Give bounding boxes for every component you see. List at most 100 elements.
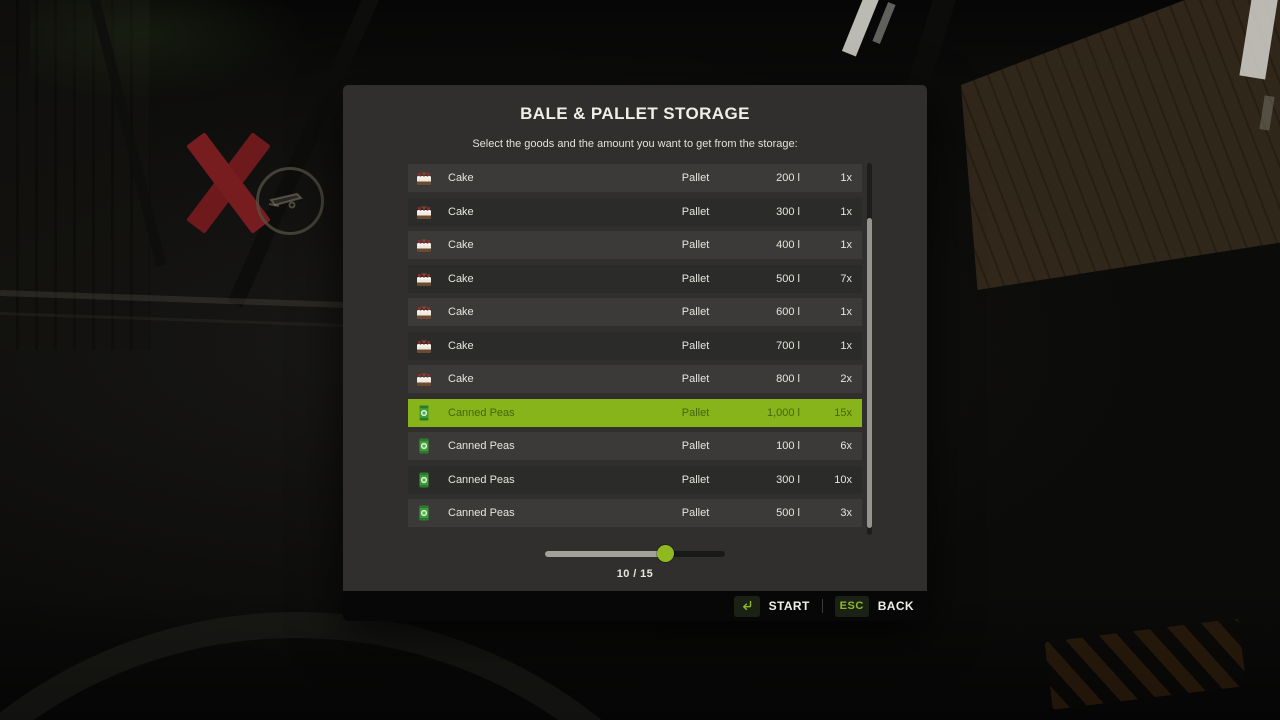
item-count: 1x [840, 339, 852, 352]
light-streak [841, 0, 880, 57]
item-type: Pallet [681, 339, 710, 352]
red-x-marker [183, 128, 275, 238]
item-count: 1x [840, 239, 852, 251]
item-name: Canned Peas [448, 473, 515, 486]
cake-icon [415, 169, 433, 187]
item-count: 3x [840, 507, 852, 519]
item-type: Pallet [681, 373, 710, 385]
back-button[interactable]: ESC BACK [834, 595, 914, 617]
footer-separator [821, 599, 823, 613]
item-type: Pallet [681, 205, 710, 218]
amount-slider[interactable] [545, 545, 725, 562]
list-item[interactable]: Cake Pallet 600 l 1x [408, 298, 862, 326]
item-type: Pallet [681, 239, 710, 251]
cake-icon [415, 236, 433, 254]
item-name: Cake [448, 339, 474, 352]
canned-peas-icon [415, 471, 433, 489]
structure-beam [83, 0, 167, 267]
list-item[interactable]: Canned Peas Pallet 300 l 10x [408, 465, 862, 494]
item-type: Pallet [681, 507, 710, 519]
list-item[interactable]: Cake Pallet 800 l 2x [408, 365, 862, 393]
list-item[interactable]: Cake Pallet 700 l 1x [408, 331, 862, 360]
item-type: Pallet [681, 473, 710, 486]
canned-peas-icon [415, 504, 433, 522]
guard-rail [0, 311, 345, 328]
wooden-wall-right [927, 0, 1280, 304]
item-amount: 500 l [776, 507, 800, 519]
foliage [30, 0, 310, 100]
item-count: 7x [840, 272, 852, 285]
item-name: Canned Peas [448, 507, 515, 519]
item-name: Canned Peas [448, 406, 515, 419]
scrollbar-track[interactable] [867, 163, 872, 535]
item-name: Cake [448, 172, 474, 184]
item-name: Cake [448, 272, 474, 285]
item-name: Cake [448, 373, 474, 385]
slider-value-label: 10 / 15 [616, 568, 654, 580]
light-streak [872, 2, 896, 44]
item-name: Cake [448, 306, 474, 318]
dialog-body: BALE & PALLET STORAGE Select the goods a… [343, 85, 927, 591]
item-type: Pallet [681, 172, 710, 184]
item-name: Cake [448, 239, 474, 251]
slider-thumb[interactable] [657, 545, 674, 562]
bale-pallet-storage-dialog: BALE & PALLET STORAGE Select the goods a… [343, 85, 927, 621]
dialog-footer: START ESC BACK [343, 591, 927, 621]
item-amount: 1,000 l [766, 406, 800, 419]
item-count: 2x [840, 373, 852, 385]
dialog-title: BALE & PALLET STORAGE [520, 104, 750, 123]
list-item[interactable]: Cake Pallet 400 l 1x [408, 231, 862, 259]
list-item[interactable]: Canned Peas Pallet 500 l 3x [408, 499, 862, 527]
canned-peas-icon [415, 404, 433, 422]
item-count: 10x [834, 473, 852, 486]
wooden-wall-left [0, 0, 150, 350]
slider-fill [545, 551, 665, 557]
storage-list: Cake Pallet 200 l 1x Cake Pallet 300 l 1… [408, 164, 862, 527]
list-item[interactable]: Canned Peas Pallet 1,000 l 15x [408, 398, 862, 427]
list-item[interactable]: Cake Pallet 200 l 1x [408, 164, 862, 192]
hazard-barrier [1044, 618, 1247, 710]
item-type: Pallet [681, 440, 710, 452]
road-marking-arc [0, 612, 782, 720]
scrollbar-thumb[interactable] [867, 218, 872, 528]
item-amount: 100 l [776, 440, 800, 452]
dialog-subtitle: Select the goods and the amount you want… [472, 138, 798, 150]
trailer-icon [268, 192, 303, 209]
cake-icon [415, 303, 433, 321]
cake-icon [415, 270, 433, 288]
guard-rail [0, 289, 345, 309]
cake-icon [415, 337, 433, 355]
item-count: 6x [840, 440, 852, 452]
item-count: 15x [834, 406, 852, 419]
item-count: 1x [840, 205, 852, 218]
item-amount: 800 l [776, 373, 800, 385]
start-button[interactable]: START [733, 595, 810, 617]
red-x-bar [186, 132, 271, 234]
esc-key: ESC [834, 595, 869, 617]
light-streak [1239, 0, 1279, 80]
item-type: Pallet [681, 406, 710, 419]
list-item[interactable]: Cake Pallet 500 l 7x [408, 264, 862, 293]
list-item[interactable]: Cake Pallet 300 l 1x [408, 197, 862, 226]
item-count: 1x [840, 172, 852, 184]
item-amount: 300 l [776, 473, 800, 486]
trailer-circle-marker [256, 167, 324, 235]
item-name: Canned Peas [448, 440, 515, 452]
item-amount: 200 l [776, 172, 800, 184]
cake-icon [415, 203, 433, 221]
item-count: 1x [840, 306, 852, 318]
item-name: Cake [448, 205, 474, 218]
back-label: BACK [877, 599, 914, 613]
list-item[interactable]: Canned Peas Pallet 100 l 6x [408, 432, 862, 460]
item-type: Pallet [681, 272, 710, 285]
start-label: START [768, 599, 810, 613]
canned-peas-icon [415, 437, 433, 455]
item-amount: 500 l [776, 272, 800, 285]
cake-icon [415, 370, 433, 388]
item-amount: 700 l [776, 339, 800, 352]
enter-key-icon [733, 595, 760, 617]
light-streak [1259, 95, 1275, 131]
red-x-bar [186, 132, 271, 234]
item-type: Pallet [681, 306, 710, 318]
